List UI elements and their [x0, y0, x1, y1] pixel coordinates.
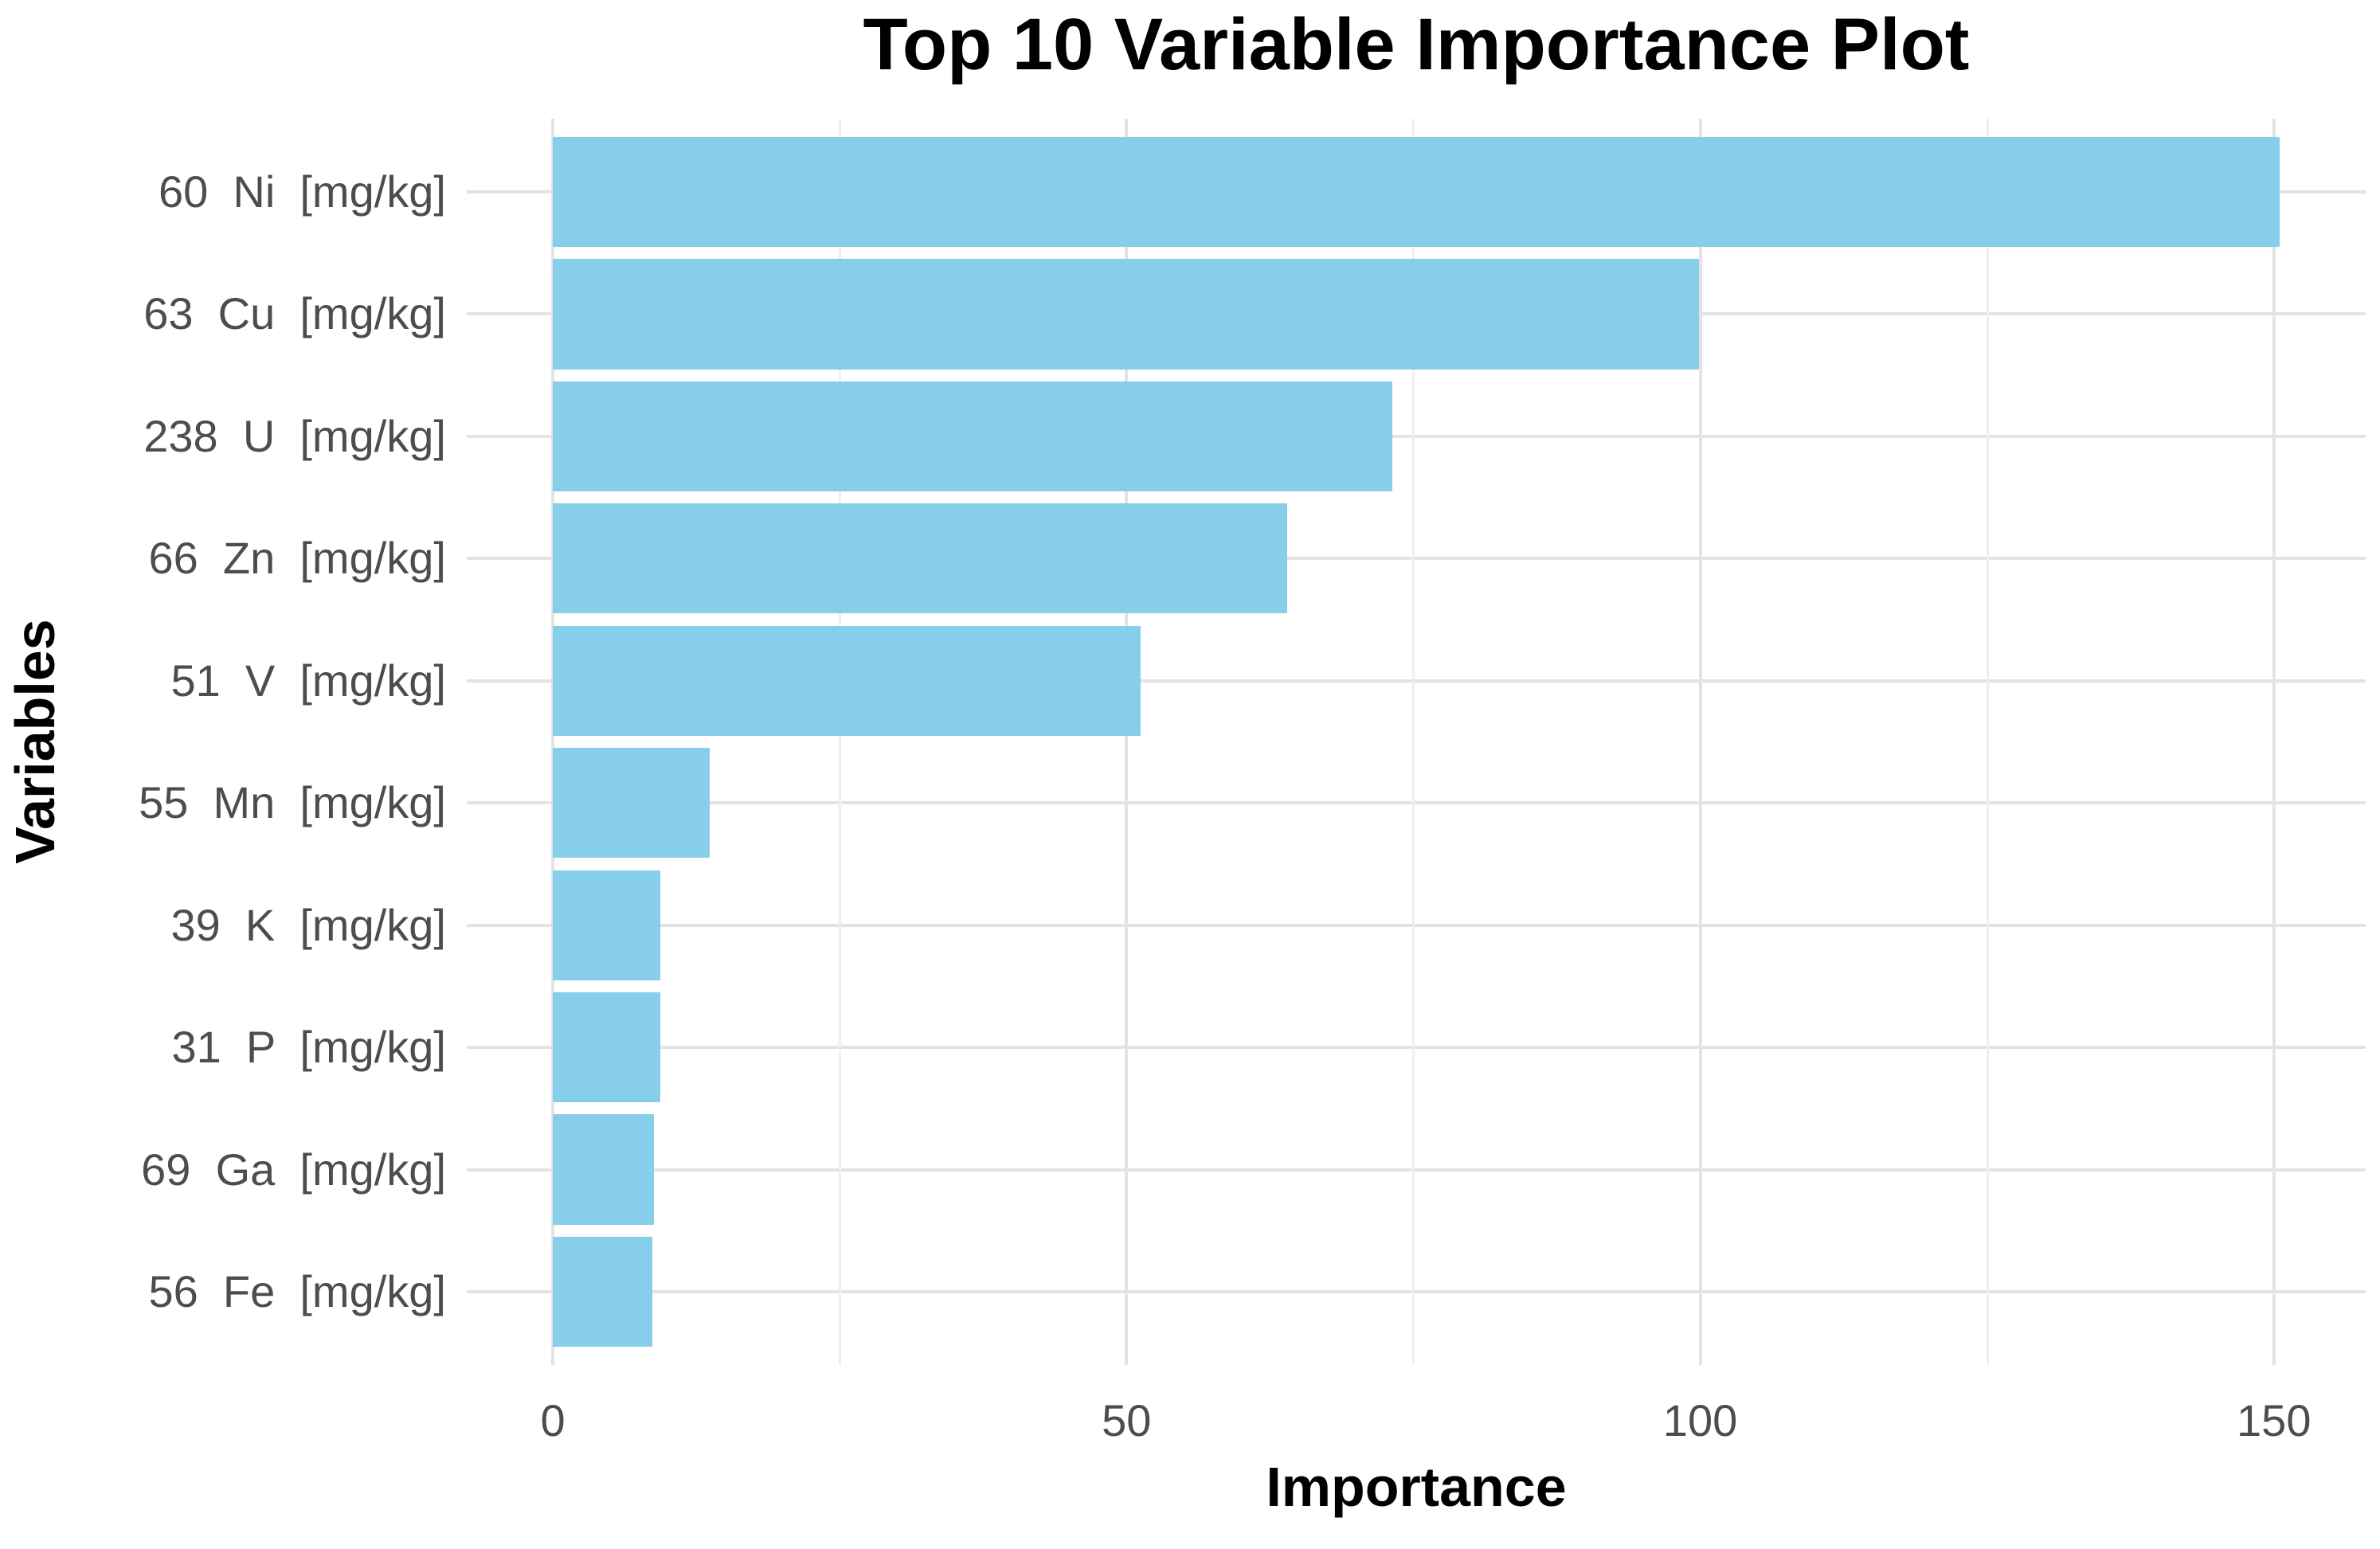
gridline-horizontal	[467, 434, 2366, 438]
y-axis-tick-labels: 60 Ni [mg/kg] 63 Cu [mg/kg] 238 U [mg/kg] 6…	[0, 119, 446, 1365]
gridline-horizontal	[467, 557, 2366, 561]
y-tick-label: 60 Ni [mg/kg]	[158, 166, 446, 217]
importance-bar	[553, 259, 1700, 370]
x-axis-title: Importance	[1266, 1456, 1567, 1518]
gridline-horizontal	[467, 801, 2366, 805]
gridline-vertical-minor	[1986, 119, 1989, 1365]
importance-bar	[553, 870, 661, 980]
y-tick-label: 56 Fe [mg/kg]	[148, 1265, 447, 1316]
y-tick-label: 31 P [mg/kg]	[171, 1022, 446, 1073]
gridline-vertical-major	[1698, 119, 1702, 1365]
y-tick-label: 66 Zn [mg/kg]	[148, 533, 447, 584]
gridline-vertical-minor	[839, 119, 842, 1365]
plot-panel	[467, 119, 2366, 1365]
y-tick-label: 69 Ga [mg/kg]	[141, 1144, 446, 1195]
importance-bar	[553, 1236, 653, 1347]
gridline-horizontal	[467, 923, 2366, 927]
gridline-vertical-major	[2272, 119, 2276, 1365]
x-tick-label: 0	[540, 1395, 566, 1445]
gridline-vertical-major	[551, 119, 555, 1365]
y-tick-label: 63 Cu [mg/kg]	[143, 288, 446, 339]
importance-bar	[553, 503, 1287, 614]
y-tick-label: 55 Mn [mg/kg]	[139, 777, 446, 828]
gridline-vertical-major	[1125, 119, 1129, 1365]
importance-bar	[553, 748, 710, 859]
y-tick-label: 238 U [mg/kg]	[143, 410, 446, 461]
x-tick-label: 150	[2237, 1395, 2311, 1445]
gridline-horizontal	[467, 1046, 2366, 1050]
gridline-horizontal	[467, 679, 2366, 683]
importance-bar	[553, 625, 1141, 736]
importance-bar	[553, 1114, 654, 1225]
x-tick-label: 100	[1662, 1395, 1738, 1445]
gridline-horizontal	[467, 1289, 2366, 1293]
x-axis-tick-labels: 0 50 100 150	[467, 1365, 2366, 1469]
chart-title: Top 10 Variable Importance Plot	[863, 4, 1970, 85]
importance-bar	[553, 381, 1393, 491]
gridline-vertical-minor	[1412, 119, 1415, 1365]
y-tick-label: 39 K [mg/kg]	[170, 899, 447, 950]
x-tick-label: 50	[1102, 1395, 1152, 1445]
gridline-horizontal	[467, 1168, 2366, 1172]
y-tick-label: 51 V [mg/kg]	[170, 655, 447, 706]
importance-bar	[553, 137, 2280, 248]
importance-bar	[553, 992, 661, 1103]
